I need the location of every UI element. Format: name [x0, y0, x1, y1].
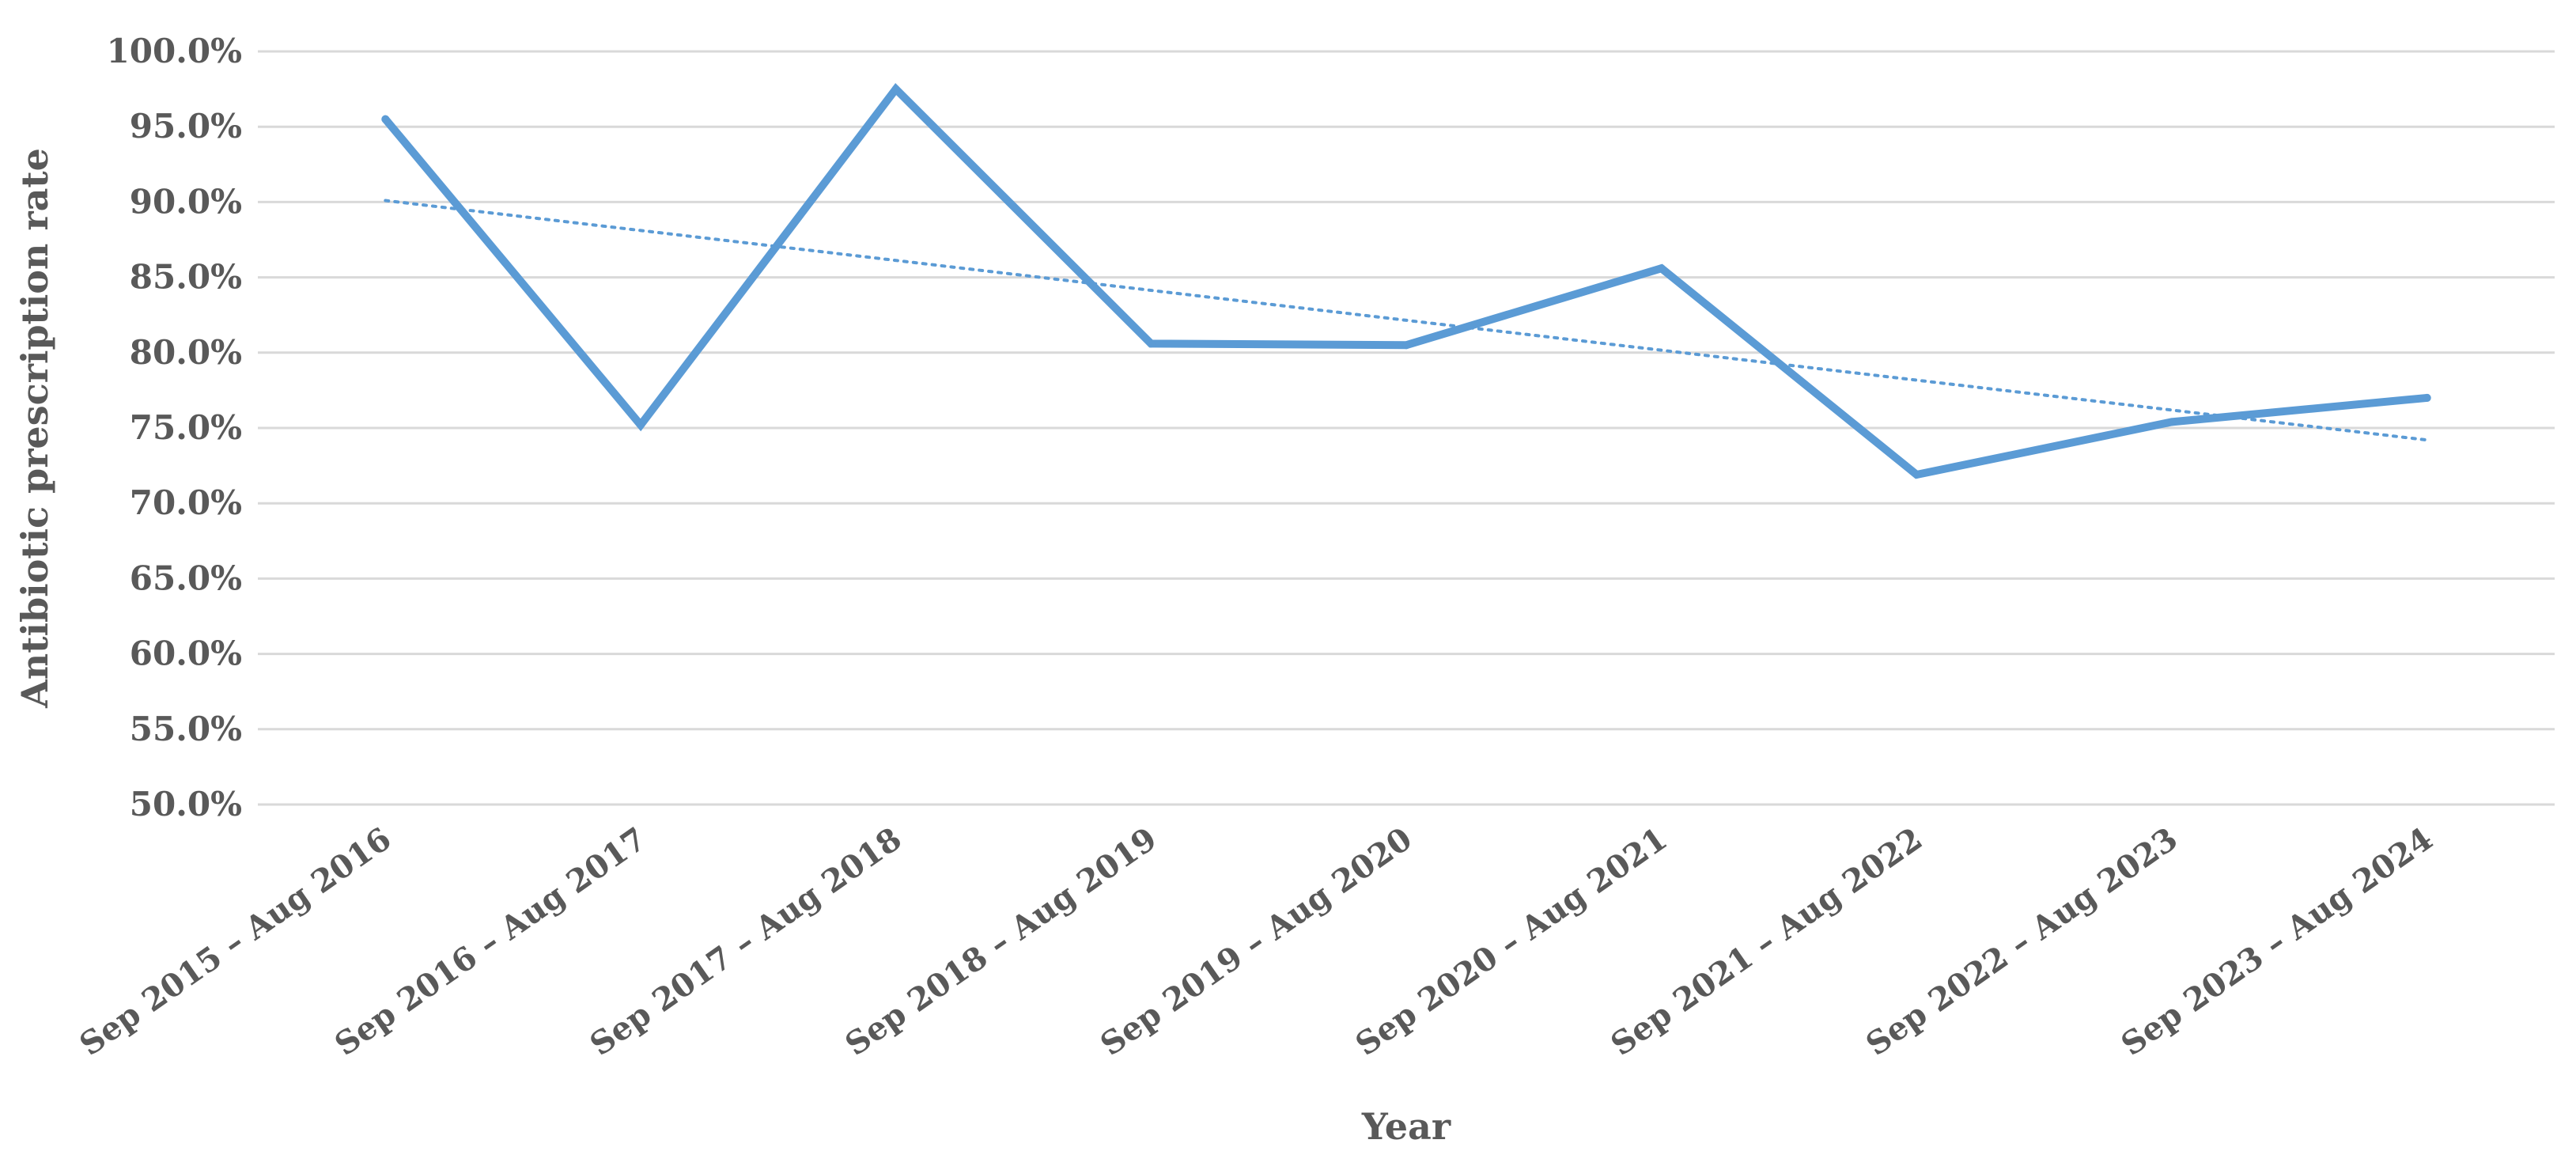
gridlines	[258, 50, 2555, 806]
y-axis-ticks: 50.0% 55.0% 60.0% 65.0% 70.0% 75.0% 80.0% 85.0%…	[107, 32, 242, 824]
data-point	[637, 421, 645, 430]
data-point	[1657, 264, 1666, 273]
trendline-layer	[384, 199, 2429, 442]
series-layer	[381, 83, 2431, 479]
y-tick-label: 65.0%	[130, 558, 242, 597]
y-tick-label: 95.0%	[130, 107, 242, 146]
y-tick-label: 55.0%	[130, 710, 242, 748]
y-tick-label: 90.0%	[130, 182, 242, 221]
data-point	[2168, 418, 2176, 426]
data-point	[1402, 341, 1410, 350]
data-point	[1912, 471, 1921, 479]
y-tick-label: 75.0%	[130, 408, 242, 447]
y-tick-label: 85.0%	[130, 258, 242, 297]
x-axis-title: Year	[1361, 1105, 1451, 1148]
y-tick-label: 100.0%	[107, 32, 242, 70]
data-point	[2423, 393, 2431, 402]
y-tick-label: 60.0%	[130, 634, 242, 673]
data-point	[1147, 339, 1156, 348]
trendline	[384, 199, 2429, 442]
series-line	[381, 83, 2431, 479]
y-axis-title: Antibiotic prescription rate	[13, 148, 56, 709]
y-tick-label: 70.0%	[130, 483, 242, 522]
y-tick-label: 50.0%	[130, 785, 242, 824]
data-point	[381, 115, 390, 123]
y-tick-label: 80.0%	[130, 333, 242, 372]
data-point	[891, 85, 900, 93]
